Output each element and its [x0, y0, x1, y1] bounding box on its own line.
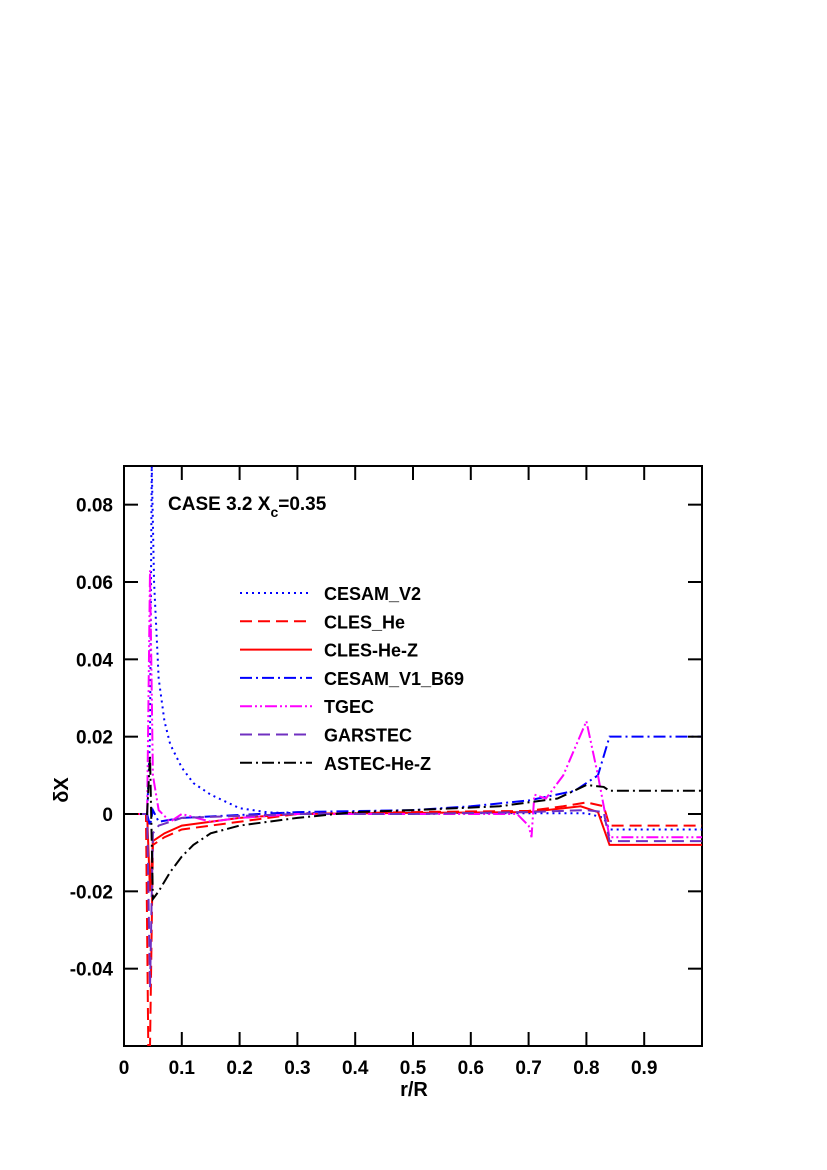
x-tick-label: 0.2 [226, 1058, 252, 1079]
series-line [124, 570, 702, 839]
legend-label: CESAM_V1_B69 [324, 669, 464, 689]
y-tick-label: 0.08 [76, 496, 113, 517]
y-axis-label: δX [51, 777, 73, 803]
x-tick-label: 0 [119, 1058, 130, 1079]
legend-label: CLES_He [324, 612, 405, 632]
x-tick-label: 0.3 [284, 1058, 310, 1079]
annotation-suffix: =0.35 [278, 494, 327, 515]
series-line [124, 466, 702, 831]
y-tick-label: 0 [102, 805, 113, 826]
y-tick-label: 0.04 [76, 650, 113, 671]
series-line [124, 755, 702, 903]
y-tick-label: 0.02 [76, 728, 113, 749]
x-tick-label: 0.1 [169, 1058, 196, 1079]
series-line [124, 809, 702, 989]
legend-label: ASTEC-He-Z [324, 754, 431, 774]
x-tick-label: 0.6 [458, 1058, 484, 1079]
annotation: CASE 3.2 Xc=0.35 [168, 494, 327, 520]
y-tick-label: -0.02 [70, 882, 113, 903]
x-tick-label: 0.7 [515, 1058, 541, 1079]
x-tick-label: 0.8 [573, 1058, 599, 1079]
series-line [124, 805, 702, 892]
x-axis-label: r/R [400, 1079, 428, 1101]
legend-label: CLES-He-Z [324, 641, 418, 661]
legend-label: TGEC [324, 697, 374, 717]
x-tick-label: 0.4 [342, 1058, 369, 1079]
annotation-text: CASE 3.2 X [168, 494, 271, 515]
legend-label: CESAM_V2 [324, 584, 421, 604]
annotation-subscript: c [270, 504, 278, 520]
series-lines [124, 466, 702, 1046]
x-tick-label: 0.5 [400, 1058, 427, 1079]
y-tick-label: -0.04 [70, 960, 114, 981]
x-tick-label: 0.9 [631, 1058, 657, 1079]
legend-label: GARSTEC [324, 726, 412, 746]
y-tick-label: 0.06 [76, 573, 113, 594]
series-line [124, 801, 702, 1046]
